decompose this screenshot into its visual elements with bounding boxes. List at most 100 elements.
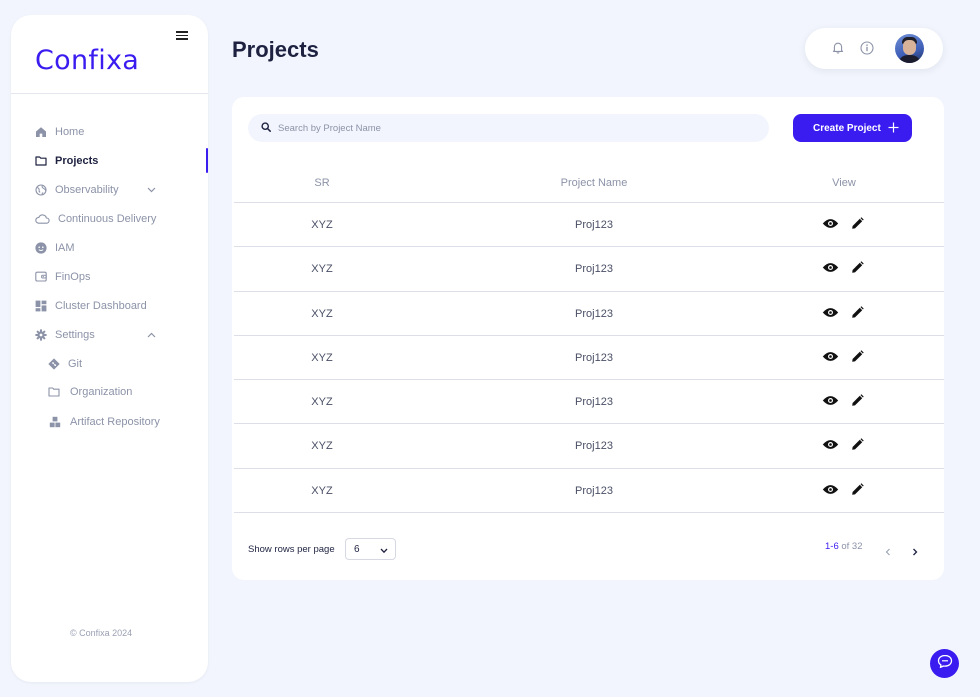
create-project-label: Create Project: [813, 122, 881, 134]
info-icon[interactable]: [860, 41, 874, 60]
folder-icon: [48, 386, 60, 398]
row-project-name: Proj123: [575, 440, 613, 453]
sidebar-divider: [11, 93, 208, 94]
app-logo: Confixa: [35, 45, 140, 76]
row-project-name: Proj123: [575, 484, 613, 497]
user-circle-icon: [35, 241, 47, 254]
sidebar-item-label: Continuous Delivery: [58, 212, 157, 225]
eye-icon[interactable]: [822, 484, 839, 498]
projects-card: Create Project SR Project Name View XYZ P…: [232, 97, 944, 580]
sidebar-item-iam[interactable]: IAM: [11, 233, 208, 262]
gear-icon: [35, 328, 47, 341]
column-header-project-name[interactable]: Project Name: [560, 177, 628, 189]
pencil-icon[interactable]: [851, 483, 864, 499]
table-row[interactable]: XYZ Proj123: [234, 469, 944, 514]
row-project-name: Proj123: [575, 396, 613, 409]
row-project-name: Proj123: [575, 351, 613, 364]
rows-per-page-label: Show rows per page: [248, 544, 335, 555]
menu-toggle-icon[interactable]: [176, 31, 188, 41]
page-title: Projects: [232, 37, 319, 62]
wallet-icon: [35, 271, 47, 283]
sidebar-item-label: Settings: [55, 328, 95, 341]
sidebar-item-git[interactable]: Git: [11, 349, 208, 378]
pencil-icon[interactable]: [851, 217, 864, 233]
sidebar-item-label: Artifact Repository: [70, 415, 160, 428]
chat-support-button[interactable]: [930, 649, 959, 678]
pagination-range: 1-6 of 32: [825, 541, 863, 552]
pencil-icon[interactable]: [851, 438, 864, 454]
globe-icon: [35, 183, 47, 196]
plus-icon: [888, 122, 899, 136]
row-sr: XYZ: [311, 263, 333, 276]
pencil-icon[interactable]: [851, 394, 864, 410]
chevron-right-icon[interactable]: [912, 543, 918, 561]
search-input[interactable]: [278, 122, 758, 134]
sidebar-item-label: FinOps: [55, 270, 91, 283]
search-bar[interactable]: [248, 114, 769, 142]
dashboard-icon: [35, 300, 47, 312]
table-row[interactable]: XYZ Proj123: [234, 247, 944, 292]
pagination-total: of 32: [841, 541, 863, 552]
chevron-up-icon[interactable]: [147, 329, 156, 341]
sidebar-item-label: Organization: [70, 385, 133, 398]
rows-per-page-select[interactable]: 6: [345, 538, 396, 560]
sidebar-item-label: Projects: [55, 154, 99, 167]
pencil-icon[interactable]: [851, 305, 864, 322]
create-project-button[interactable]: Create Project: [793, 114, 912, 142]
folder-icon: [35, 155, 47, 167]
header-actions: [805, 28, 943, 69]
rows-per-page-value: 6: [354, 543, 360, 555]
git-icon: [48, 357, 60, 370]
sidebar-item-organization[interactable]: Organization: [11, 377, 208, 406]
eye-icon[interactable]: [822, 439, 839, 453]
eye-icon[interactable]: [822, 307, 839, 321]
sidebar-item-label: Home: [55, 125, 85, 138]
sidebar: Confixa Home Projects Observability: [11, 15, 208, 682]
sidebar-item-observability[interactable]: Observability: [11, 175, 208, 204]
column-header-view[interactable]: View: [832, 177, 856, 189]
home-icon: [35, 126, 47, 138]
cloud-icon: [35, 213, 50, 225]
pagination-range-value: 1-6: [825, 541, 839, 552]
table-row[interactable]: XYZ Proj123: [234, 292, 944, 336]
row-sr: XYZ: [311, 219, 333, 231]
boxes-icon: [49, 416, 61, 428]
table-row[interactable]: XYZ Proj123: [234, 380, 944, 425]
row-sr: XYZ: [311, 396, 333, 409]
eye-icon[interactable]: [822, 262, 839, 276]
row-project-name: Proj123: [575, 307, 613, 320]
table-header: SR Project Name View: [234, 177, 944, 203]
eye-icon[interactable]: [822, 395, 839, 409]
column-header-sr[interactable]: SR: [314, 177, 330, 189]
sidebar-item-home[interactable]: Home: [11, 117, 208, 146]
pencil-icon[interactable]: [851, 350, 864, 366]
sidebar-item-label: IAM: [55, 241, 75, 254]
avatar[interactable]: [895, 34, 924, 63]
table-row[interactable]: XYZ Proj123: [234, 203, 944, 248]
row-project-name: Proj123: [575, 263, 613, 276]
sidebar-item-projects[interactable]: Projects: [11, 146, 208, 175]
bell-icon[interactable]: [832, 41, 844, 59]
pencil-icon[interactable]: [851, 261, 864, 277]
row-sr: XYZ: [311, 351, 333, 364]
chat-icon: [937, 654, 953, 674]
chevron-down-icon[interactable]: [147, 184, 156, 196]
sidebar-item-finops[interactable]: FinOps: [11, 262, 208, 291]
sidebar-item-artifact-repository[interactable]: Artifact Repository: [11, 407, 208, 436]
table-row[interactable]: XYZ Proj123: [234, 336, 944, 381]
eye-icon[interactable]: [822, 351, 839, 365]
sidebar-item-cluster-dashboard[interactable]: Cluster Dashboard: [11, 291, 208, 320]
table-row[interactable]: XYZ Proj123: [234, 424, 944, 469]
sidebar-item-label: Cluster Dashboard: [55, 299, 147, 312]
chevron-left-icon[interactable]: [885, 543, 891, 561]
eye-icon[interactable]: [822, 218, 839, 232]
row-sr: XYZ: [311, 307, 333, 320]
chevron-down-icon: [380, 546, 388, 557]
search-icon: [261, 119, 271, 137]
sidebar-item-continuous-delivery[interactable]: Continuous Delivery: [11, 204, 208, 233]
row-sr: XYZ: [311, 484, 333, 497]
sidebar-item-label: Git: [68, 357, 83, 370]
sidebar-item-settings[interactable]: Settings: [11, 320, 208, 349]
sidebar-item-label: Observability: [55, 183, 119, 196]
row-project-name: Proj123: [575, 219, 613, 231]
